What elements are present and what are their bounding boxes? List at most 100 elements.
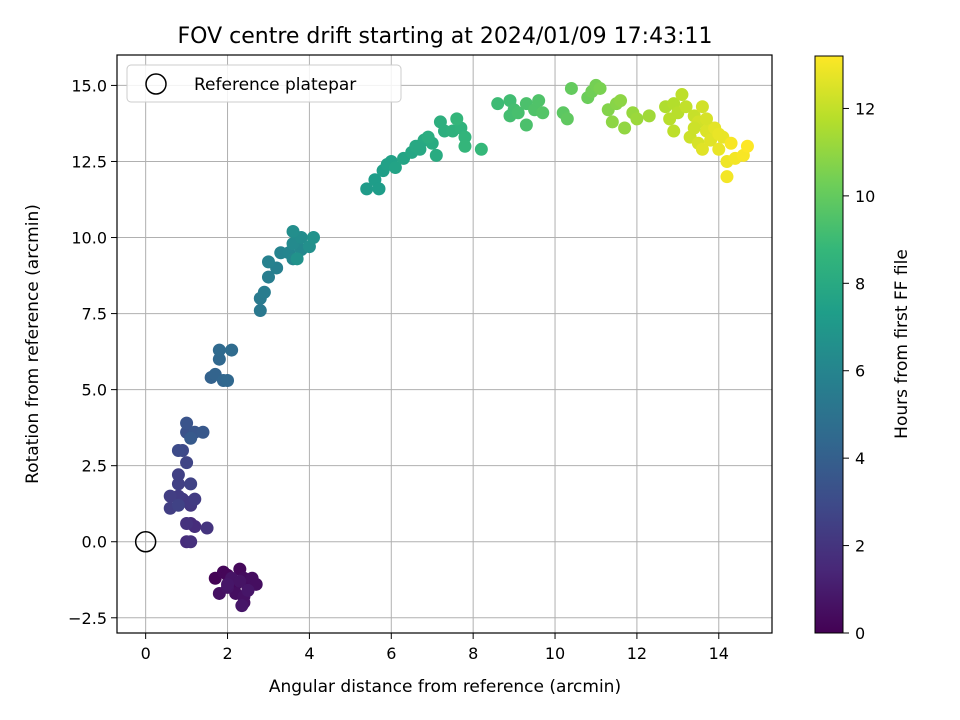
data-point [695,142,709,156]
data-point [605,115,619,129]
data-point [257,285,271,299]
colorbar-tick-label: 4 [855,449,865,468]
y-tick-label: 10.0 [71,229,107,248]
data-point [564,81,578,95]
data-points [163,78,754,613]
data-point [429,148,443,162]
colorbar-tick-label: 0 [855,624,865,643]
colorbar-tick-label: 8 [855,274,865,293]
data-point [519,118,533,132]
x-tick-label: 10 [545,644,565,663]
data-point [642,109,656,123]
data-point [532,94,546,108]
x-axis-label: Angular distance from reference (arcmin) [269,677,621,697]
x-tick-label: 12 [627,644,647,663]
data-point [450,112,464,126]
colorbar-tick-label: 2 [855,537,865,556]
x-tick-label: 14 [709,644,729,663]
data-point [184,535,198,549]
colorbar-tick-label: 12 [855,99,875,118]
x-tick-label: 4 [304,644,314,663]
data-point [171,477,185,491]
data-point [740,139,754,153]
legend: Reference platepar [126,64,402,103]
data-point [511,106,525,120]
data-point [458,130,472,144]
data-point [286,224,300,238]
reference-marker-layer [134,530,157,553]
data-point [233,574,247,588]
data-point [225,343,239,357]
legend-entry-label: Reference platepar [194,75,356,95]
colorbar-tick-label: 10 [855,187,875,206]
data-point [663,112,677,126]
x-tick-label: 0 [141,644,151,663]
data-point [171,443,185,457]
data-point [593,81,607,95]
data-point [695,100,709,114]
data-point [560,112,574,126]
grid [117,55,772,633]
y-tick-label: 0.0 [82,533,107,552]
data-point [235,599,249,613]
data-point [241,583,255,597]
colorbar: 0 2 4 6 8 10 12 Hours from first FF file [814,55,912,643]
y-tick-label: 15.0 [71,76,107,95]
data-point [618,121,632,135]
y-tick-label: 2.5 [82,457,107,476]
data-point [458,139,472,153]
data-point [679,100,693,114]
data-point [614,94,628,108]
data-point [675,88,689,102]
y-axis-label: Rotation from reference (arcmin) [23,204,43,484]
data-point [184,431,198,445]
reference-platepar-marker [134,530,157,553]
data-point [433,115,447,129]
data-point [372,182,386,196]
data-point [180,416,194,430]
data-point [712,142,726,156]
data-point [687,121,701,135]
data-point [253,304,267,318]
x-tick-label: 6 [386,644,396,663]
data-point [630,112,644,126]
x-tick-label: 2 [222,644,232,663]
data-point [724,136,738,150]
data-point [212,352,226,366]
colorbar-gradient [814,55,844,634]
y-tick-label: 5.0 [82,381,107,400]
data-point [720,170,734,184]
data-point [290,252,304,266]
chart-title: FOV centre drift starting at 2024/01/09 … [178,24,713,49]
data-point [188,492,202,506]
plot-frame [116,54,773,634]
data-point [491,97,505,111]
legend-box [126,64,402,103]
colorbar-ticks: 0 2 4 6 8 10 12 [843,99,875,643]
data-point [700,112,713,126]
data-point [261,270,275,284]
data-point [261,255,275,269]
data-point [388,161,402,175]
data-point [221,577,235,591]
colorbar-tick-label: 6 [855,362,865,381]
data-point [413,142,427,156]
data-point [474,142,488,156]
data-point [360,182,374,196]
data-point [163,489,177,503]
data-point [200,521,214,535]
data-point [171,498,185,512]
y-tick-label: 12.5 [71,152,107,171]
x-tick-label: 8 [468,644,478,663]
data-point [421,130,435,144]
y-axis-ticks: −2.5 0.0 2.5 5.0 7.5 10.0 12.5 15.0 [68,76,117,628]
data-point [667,124,681,138]
data-point [184,477,198,491]
data-point [712,127,726,141]
colorbar-label: Hours from first FF file [892,249,912,439]
y-tick-label: 7.5 [82,305,107,324]
legend-reference-marker [145,73,167,95]
data-point [221,374,235,388]
y-tick-label: −2.5 [68,609,107,628]
